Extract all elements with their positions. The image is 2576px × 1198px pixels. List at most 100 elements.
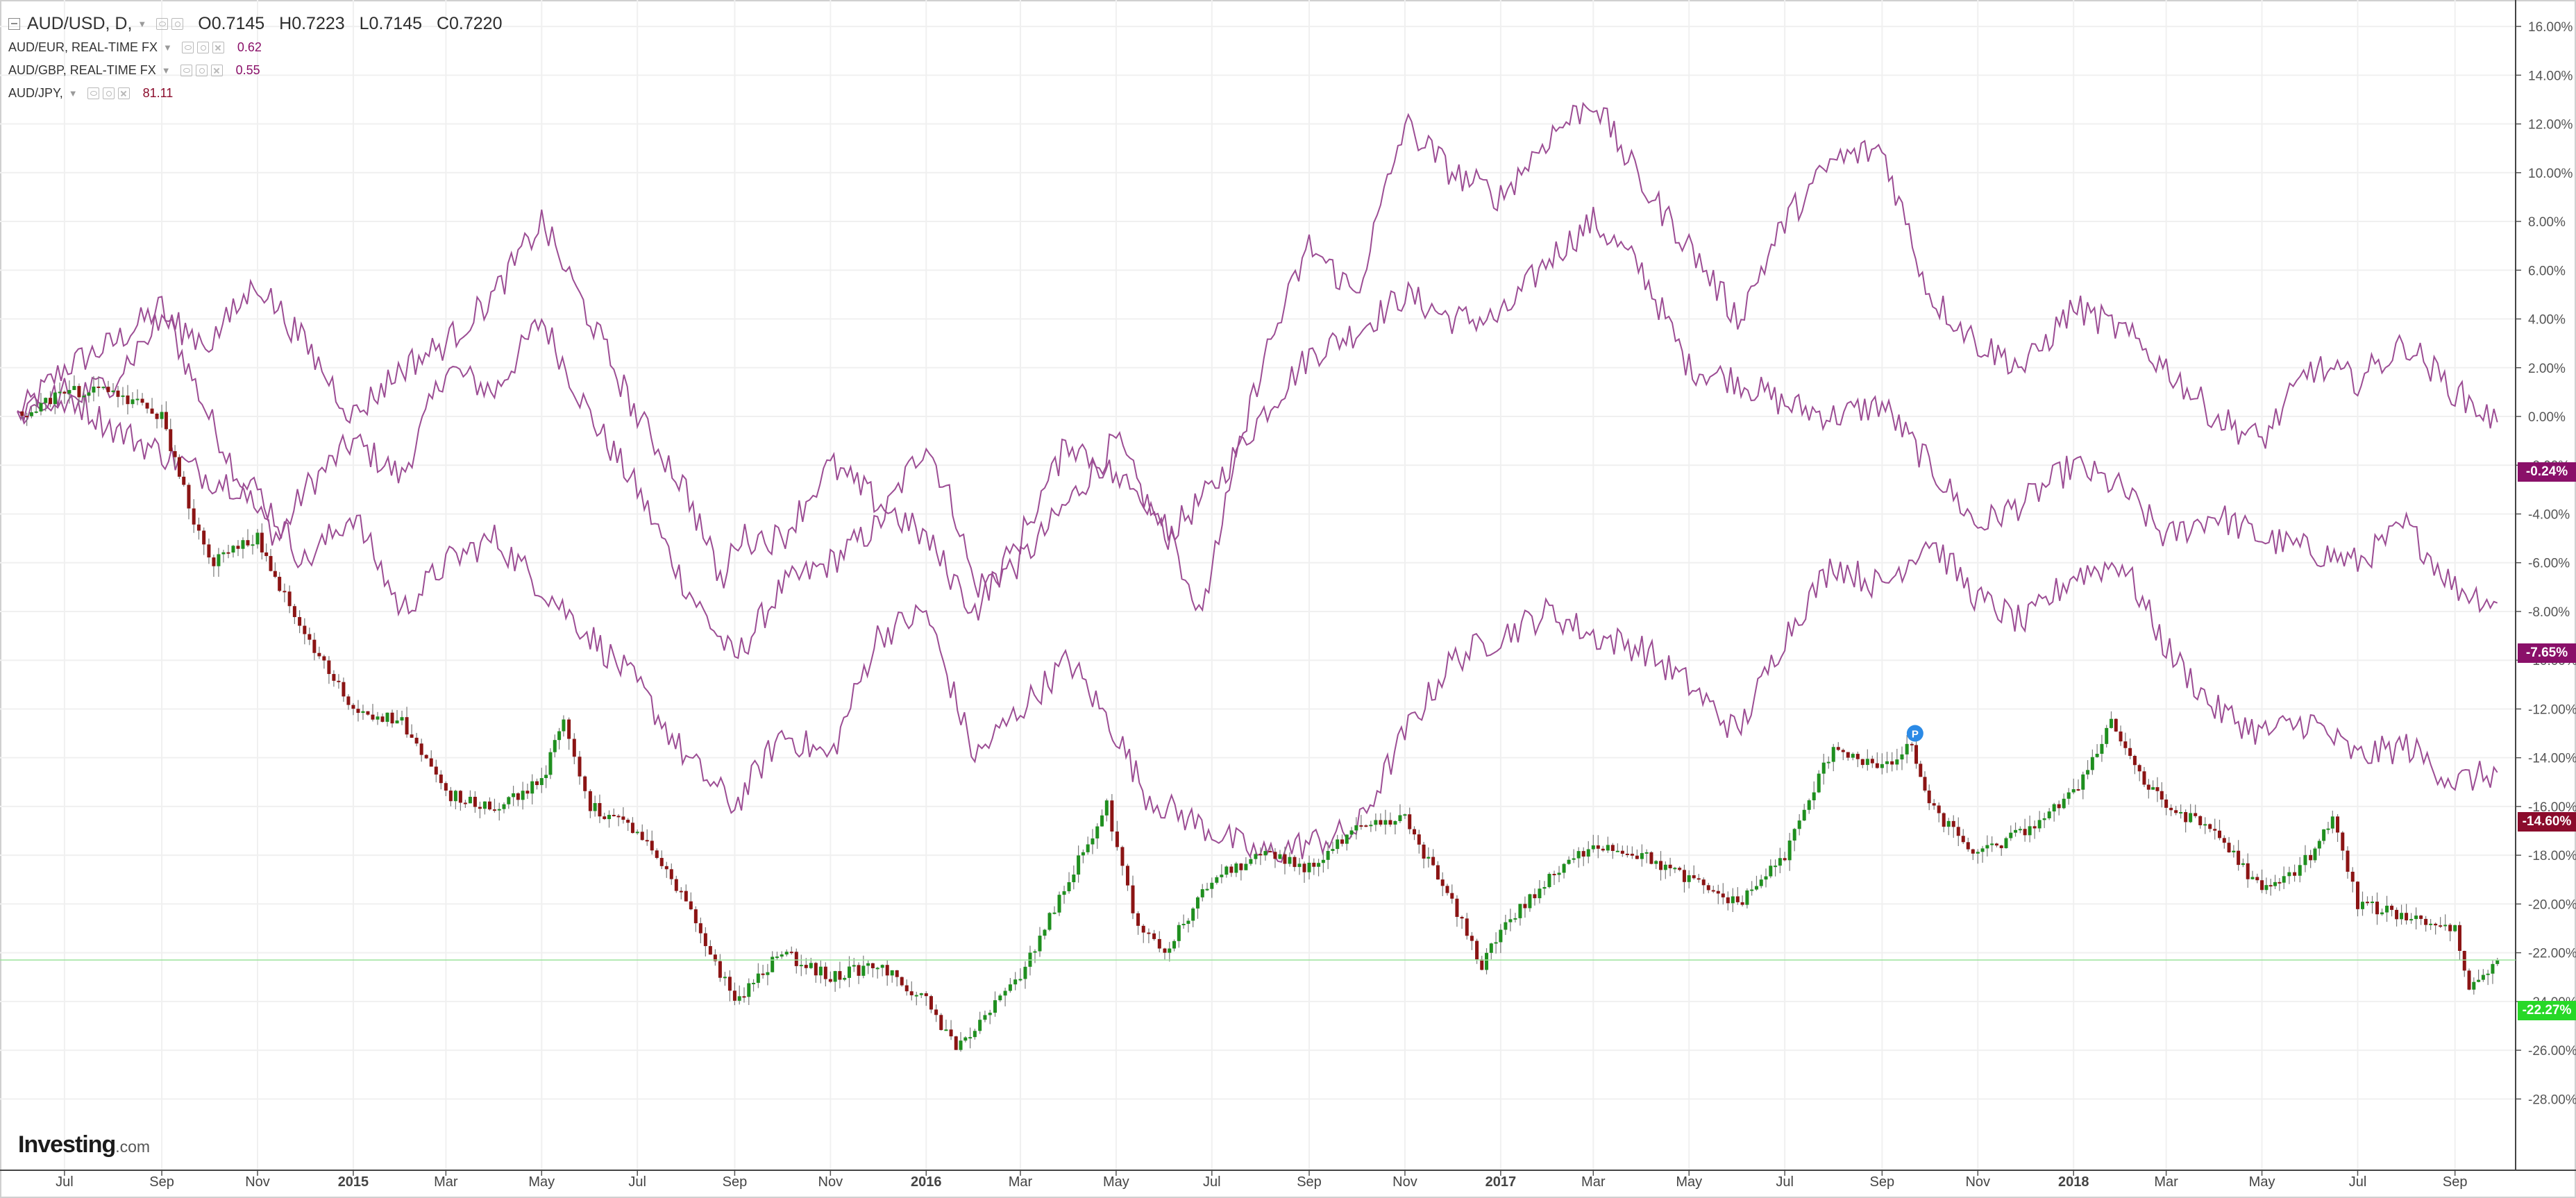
candle-body[interactable] xyxy=(1465,918,1469,936)
candle-body[interactable] xyxy=(1900,754,1904,760)
candle-body[interactable] xyxy=(1697,878,1701,880)
candle-body[interactable] xyxy=(371,714,375,720)
candle-body[interactable] xyxy=(1726,897,1730,904)
candle-body[interactable] xyxy=(1326,850,1330,860)
candle-body[interactable] xyxy=(507,797,511,804)
candle-body[interactable] xyxy=(949,1029,953,1037)
candle-body[interactable] xyxy=(2250,877,2255,879)
candle-body[interactable] xyxy=(1846,752,1850,758)
candle-body[interactable] xyxy=(1023,966,1027,979)
candle-body[interactable] xyxy=(327,660,331,675)
candle-body[interactable] xyxy=(2066,792,2071,799)
candle-body[interactable] xyxy=(742,996,746,998)
settings-icon[interactable] xyxy=(102,87,115,99)
candle-body[interactable] xyxy=(1625,853,1629,855)
candle-body[interactable] xyxy=(1422,844,1426,859)
candle-body[interactable] xyxy=(2268,885,2273,887)
candle-body[interactable] xyxy=(2037,820,2042,829)
comparison-symbol[interactable]: AUD/EUR, REAL-TIME FX xyxy=(8,40,158,54)
candle-body[interactable] xyxy=(1086,844,1090,852)
candle-body[interactable] xyxy=(2241,863,2245,866)
candle-body[interactable] xyxy=(939,1015,943,1030)
candle-body[interactable] xyxy=(1895,759,1899,765)
candle-body[interactable] xyxy=(2237,850,2241,866)
candle-body[interactable] xyxy=(1750,889,1754,891)
candle-body[interactable] xyxy=(1606,845,1610,851)
candle-body[interactable] xyxy=(924,993,928,997)
candle-body[interactable] xyxy=(780,954,784,957)
candle-body[interactable] xyxy=(809,963,813,968)
candle-body[interactable] xyxy=(2047,811,2051,818)
candle-body[interactable] xyxy=(1013,979,1018,985)
candle-body[interactable] xyxy=(664,866,668,870)
candle-body[interactable] xyxy=(419,743,423,755)
candle-body[interactable] xyxy=(1890,761,1894,765)
candle-body[interactable] xyxy=(737,996,741,1001)
candle-body[interactable] xyxy=(521,791,525,800)
candle-body[interactable] xyxy=(2160,791,2164,800)
candle-body[interactable] xyxy=(2086,770,2090,775)
candle-body[interactable] xyxy=(1234,863,1238,873)
candle-body[interactable] xyxy=(1331,849,1335,851)
candle-body[interactable] xyxy=(2346,850,2350,872)
candle-body[interactable] xyxy=(1817,773,1821,793)
candle-body[interactable] xyxy=(2100,743,2104,754)
candle-body[interactable] xyxy=(2142,771,2146,785)
candle-body[interactable] xyxy=(356,709,360,714)
candle-body[interactable] xyxy=(1956,827,1960,836)
candle-body[interactable] xyxy=(708,946,712,955)
candle-body[interactable] xyxy=(1317,863,1321,867)
candle-body[interactable] xyxy=(988,1013,992,1015)
candle-body[interactable] xyxy=(2232,850,2236,853)
candle-body[interactable] xyxy=(1141,925,1145,933)
candle-body[interactable] xyxy=(1374,820,1378,825)
candle-body[interactable] xyxy=(983,1015,987,1020)
candle-body[interactable] xyxy=(1807,800,1811,810)
candle-body[interactable] xyxy=(1408,814,1412,829)
candle-body[interactable] xyxy=(62,391,67,394)
candle-body[interactable] xyxy=(1644,852,1649,854)
candle-body[interactable] xyxy=(1870,759,1874,763)
candle-body[interactable] xyxy=(317,652,321,657)
candle-body[interactable] xyxy=(1985,845,1989,849)
candle-body[interactable] xyxy=(2213,829,2217,831)
candle-body[interactable] xyxy=(1875,763,1879,768)
candle-body[interactable] xyxy=(756,973,760,984)
candle-body[interactable] xyxy=(1460,917,1464,919)
candle-body[interactable] xyxy=(2341,832,2345,851)
candle-body[interactable] xyxy=(1067,881,1071,892)
candle-body[interactable] xyxy=(727,977,732,991)
candle-body[interactable] xyxy=(173,450,177,457)
candle-body[interactable] xyxy=(689,901,693,910)
candle-body[interactable] xyxy=(1826,761,1830,763)
candle-body[interactable] xyxy=(1706,885,1710,891)
candle-body[interactable] xyxy=(2109,718,2113,728)
candle-body[interactable] xyxy=(1721,893,1725,897)
candle-body[interactable] xyxy=(2350,871,2355,882)
candle-body[interactable] xyxy=(557,731,562,741)
candle-body[interactable] xyxy=(1205,888,1209,891)
candle-body[interactable] xyxy=(2330,816,2334,829)
candle-body[interactable] xyxy=(72,386,76,390)
candle-body[interactable] xyxy=(2380,912,2384,915)
candle-body[interactable] xyxy=(2222,838,2226,843)
candle-body[interactable] xyxy=(2439,925,2443,927)
candle-body[interactable] xyxy=(29,412,33,416)
chart-series[interactable] xyxy=(17,101,2500,1052)
candle-body[interactable] xyxy=(1764,876,1768,880)
candle-body[interactable] xyxy=(847,966,851,978)
candle-body[interactable] xyxy=(1417,834,1421,845)
candle-body[interactable] xyxy=(929,996,933,1010)
candle-body[interactable] xyxy=(598,803,602,817)
candle-body[interactable] xyxy=(196,524,201,531)
candle-body[interactable] xyxy=(794,952,798,966)
candle-body[interactable] xyxy=(1047,913,1052,930)
candle-body[interactable] xyxy=(1716,891,1720,894)
candle-body[interactable] xyxy=(1100,815,1104,827)
candle-body[interactable] xyxy=(2472,981,2476,990)
candle-body[interactable] xyxy=(1591,845,1595,850)
candle-body[interactable] xyxy=(775,956,779,959)
candle-body[interactable] xyxy=(1297,863,1302,868)
candle-body[interactable] xyxy=(337,680,341,682)
candle-body[interactable] xyxy=(1745,890,1749,905)
